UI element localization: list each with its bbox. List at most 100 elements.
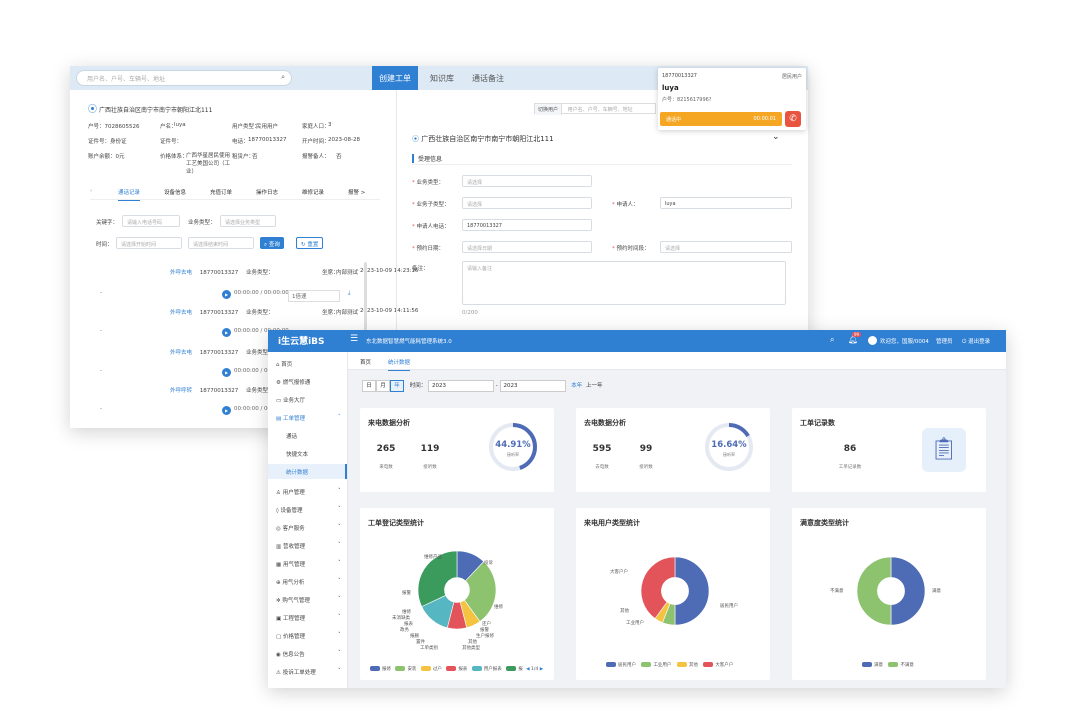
legend-next-icon[interactable]: ▶ — [539, 667, 544, 672]
chevron-left-icon[interactable]: ‹ — [90, 188, 93, 194]
pie-label: 报警 — [402, 591, 411, 596]
biz-type-label: 业务类型： — [188, 220, 216, 226]
date-toolbar: 日月年 时间： 2023 - 2023 本年 上一年 — [362, 380, 603, 392]
start-time-input[interactable]: 请选择开始时间 — [116, 237, 182, 249]
query-button[interactable]: ⌕ 查询 — [260, 237, 284, 249]
list-item[interactable]: 外呼去电 18770013327 业务类型： 坐席： 内部测试 2023-10-… — [170, 308, 419, 316]
pie-slice-安装[interactable] — [463, 561, 497, 622]
search-input[interactable]: 用户名、户号、车辆号、地址 ⌕ — [76, 70, 292, 86]
tab-repairs[interactable]: 维修记录 — [302, 190, 325, 196]
tab-call-notes[interactable]: 通话备注 — [472, 74, 504, 83]
pie-slice-满意[interactable] — [890, 556, 926, 626]
ticket-type-pie — [417, 550, 497, 630]
sidebar-item-calls[interactable]: 通话 — [286, 434, 298, 440]
list-item[interactable]: 外呼去电 18770013327 业务类型： — [170, 350, 274, 356]
pie-slice-居民用户[interactable] — [674, 556, 710, 626]
download-icon[interactable]: ⤓ — [348, 290, 351, 296]
answer-rate-label: 接听率 — [507, 452, 519, 457]
year-button[interactable]: 年 — [390, 380, 404, 392]
remark-textarea[interactable]: 请输入备注 — [462, 261, 786, 305]
pie-legend: 满意 不满意 — [862, 662, 914, 668]
page-tabs: 首页 统计数据 — [348, 352, 1006, 371]
tab-home[interactable]: 首页 — [360, 360, 372, 366]
month-button[interactable]: 月 — [376, 380, 390, 392]
legend-prev-icon[interactable]: ◀ — [526, 667, 530, 672]
pie-label: 其他类型 — [462, 646, 480, 651]
sidebar-item-gas[interactable]: ▦ 用气管理 ˅ — [276, 560, 341, 568]
day-button[interactable]: 日 — [362, 380, 376, 392]
sidebar-item-analysis[interactable]: ⊕ 用气分析 ˅ — [276, 578, 341, 586]
sidebar-item-price[interactable]: ▢ 价格管理 ˅ — [276, 632, 341, 640]
date-input[interactable]: 请选择日期 — [462, 241, 592, 253]
tab-stats[interactable]: 统计数据 — [388, 358, 411, 371]
biz-type-select[interactable]: 请选择业务类型 — [220, 215, 276, 227]
list-item[interactable]: 外呼呼转 18770013327 业务类型： — [170, 388, 274, 394]
period-select[interactable]: 请选择 — [660, 241, 792, 253]
play-icon[interactable]: ▶ — [222, 406, 231, 415]
speed-select[interactable]: 1倍速 — [288, 290, 340, 302]
pie-slice-不满意[interactable] — [856, 556, 892, 626]
menu-icon[interactable]: ☰ — [350, 334, 359, 344]
keyword-input[interactable]: 请输入电话号码 — [122, 215, 180, 227]
sub-type-select[interactable]: 请选择 — [462, 197, 592, 209]
tab-meters[interactable]: 报警 > — [348, 190, 366, 196]
tab-devices[interactable]: 设备信息 — [164, 190, 187, 196]
sidebar-item-complaints[interactable]: ⚠ 投诉工单处理 ˅ — [276, 668, 341, 676]
answered-count: 119 — [420, 444, 440, 454]
tab-orders[interactable]: 充值订单 — [210, 190, 233, 196]
tab-call-records[interactable]: 通话记录 — [118, 188, 141, 201]
sidebar-item-stats[interactable]: 统计数据 — [268, 464, 347, 479]
divider — [396, 90, 397, 428]
sidebar-item-devices[interactable]: ◊ 设备管理 ˅ — [276, 506, 341, 514]
price-icon: ▢ — [276, 634, 282, 640]
worklog-count-label: 工单记录数 — [838, 465, 862, 470]
card-title: 工单记录数 — [800, 419, 835, 427]
prev-year-link[interactable]: 上一年 — [586, 383, 603, 389]
sidebar-item-projects[interactable]: ▣ 工程管理 ˅ — [276, 614, 341, 622]
play-icon[interactable]: ▶ — [222, 328, 231, 337]
monitor-icon: ▭ — [276, 398, 282, 404]
sidebar-item-users[interactable]: ♙ 用户管理 ˅ — [276, 488, 341, 496]
bell-icon[interactable]: 🔔︎ — [848, 335, 859, 344]
caller-account: 户号：8215617996? — [662, 97, 712, 103]
year-to-input[interactable]: 2023 — [499, 380, 566, 392]
sidebar-item-quicktext[interactable]: 快捷文本 — [286, 452, 309, 458]
applicant-input[interactable]: luya — [660, 197, 792, 209]
logout-button[interactable]: ⏻ 退出登录 — [962, 339, 991, 345]
end-time-input[interactable]: 请选择结束时间 — [188, 237, 254, 249]
tab-create-ticket[interactable]: 创建工单 — [372, 66, 418, 90]
tab-knowledge[interactable]: 知识库 — [430, 74, 454, 83]
reset-button[interactable]: ↻ 重置 — [296, 237, 324, 249]
time-label: 时间： — [96, 242, 113, 248]
biz-type-select[interactable]: 请选择 — [462, 175, 592, 187]
year-from-input[interactable]: 2023 — [428, 380, 495, 392]
tab-logs[interactable]: 操作日志 — [256, 190, 279, 196]
sidebar-item-service[interactable]: ◎ 客户服务 ˅ — [276, 524, 341, 532]
avatar[interactable] — [868, 336, 877, 345]
sidebar-item-home[interactable]: ⌂ 首页 — [276, 362, 293, 368]
satisfaction-card: 满意度类型统计 不满意 满意 满意 不满意 — [792, 508, 986, 680]
play-icon[interactable]: ▶ — [222, 368, 231, 377]
chevron-down-icon[interactable]: ⌄ — [772, 132, 780, 142]
dashboard-window: i生云慧iBS ☰ 东北数据智慧燃气能耗管理系统3.0 ⌕ 🔔︎ 99 欢迎您，… — [268, 330, 1006, 688]
pie-label: 生户报修 — [476, 634, 494, 639]
play-icon[interactable]: ▶ — [222, 290, 231, 299]
search-icon[interactable]: ⌕ — [281, 73, 285, 81]
sidebar-item-hall[interactable]: ▭ 业务大厅 — [276, 398, 305, 404]
user-switch[interactable]: 切换用户 用户名、户号、车辆号、地址 — [534, 103, 656, 115]
system-title: 东北数据智慧燃气能耗管理系统3.0 — [366, 339, 452, 345]
phone-input[interactable]: 18770013327 — [462, 219, 592, 231]
list-item[interactable]: 外呼去电 18770013327 业务类型： 坐席： 内部测试 2023-10-… — [170, 268, 419, 276]
logo: i生云慧iBS — [278, 337, 325, 347]
pie-slice-大客户户[interactable] — [640, 556, 676, 619]
sidebar-item-tickets[interactable]: ▤ 工单管理 ˄ — [276, 414, 341, 422]
sidebar-item-repair[interactable]: ⚙ 燃气报修通 — [276, 380, 311, 386]
search-icon[interactable]: ⌕ — [830, 335, 835, 344]
sidebar-item-notice[interactable]: ◉ 信息公告 ˅ — [276, 650, 341, 658]
this-year-link[interactable]: 本年 — [571, 383, 583, 389]
rate-ring — [705, 423, 753, 471]
hangup-phone-icon[interactable]: ✆ — [785, 111, 801, 127]
sidebar-item-revenue[interactable]: ▥ 营收管理 ˅ — [276, 542, 341, 550]
pie-slice-报[interactable] — [417, 550, 458, 608]
sidebar-item-purchase[interactable]: ✲ 购气气管理 ˅ — [276, 596, 341, 604]
